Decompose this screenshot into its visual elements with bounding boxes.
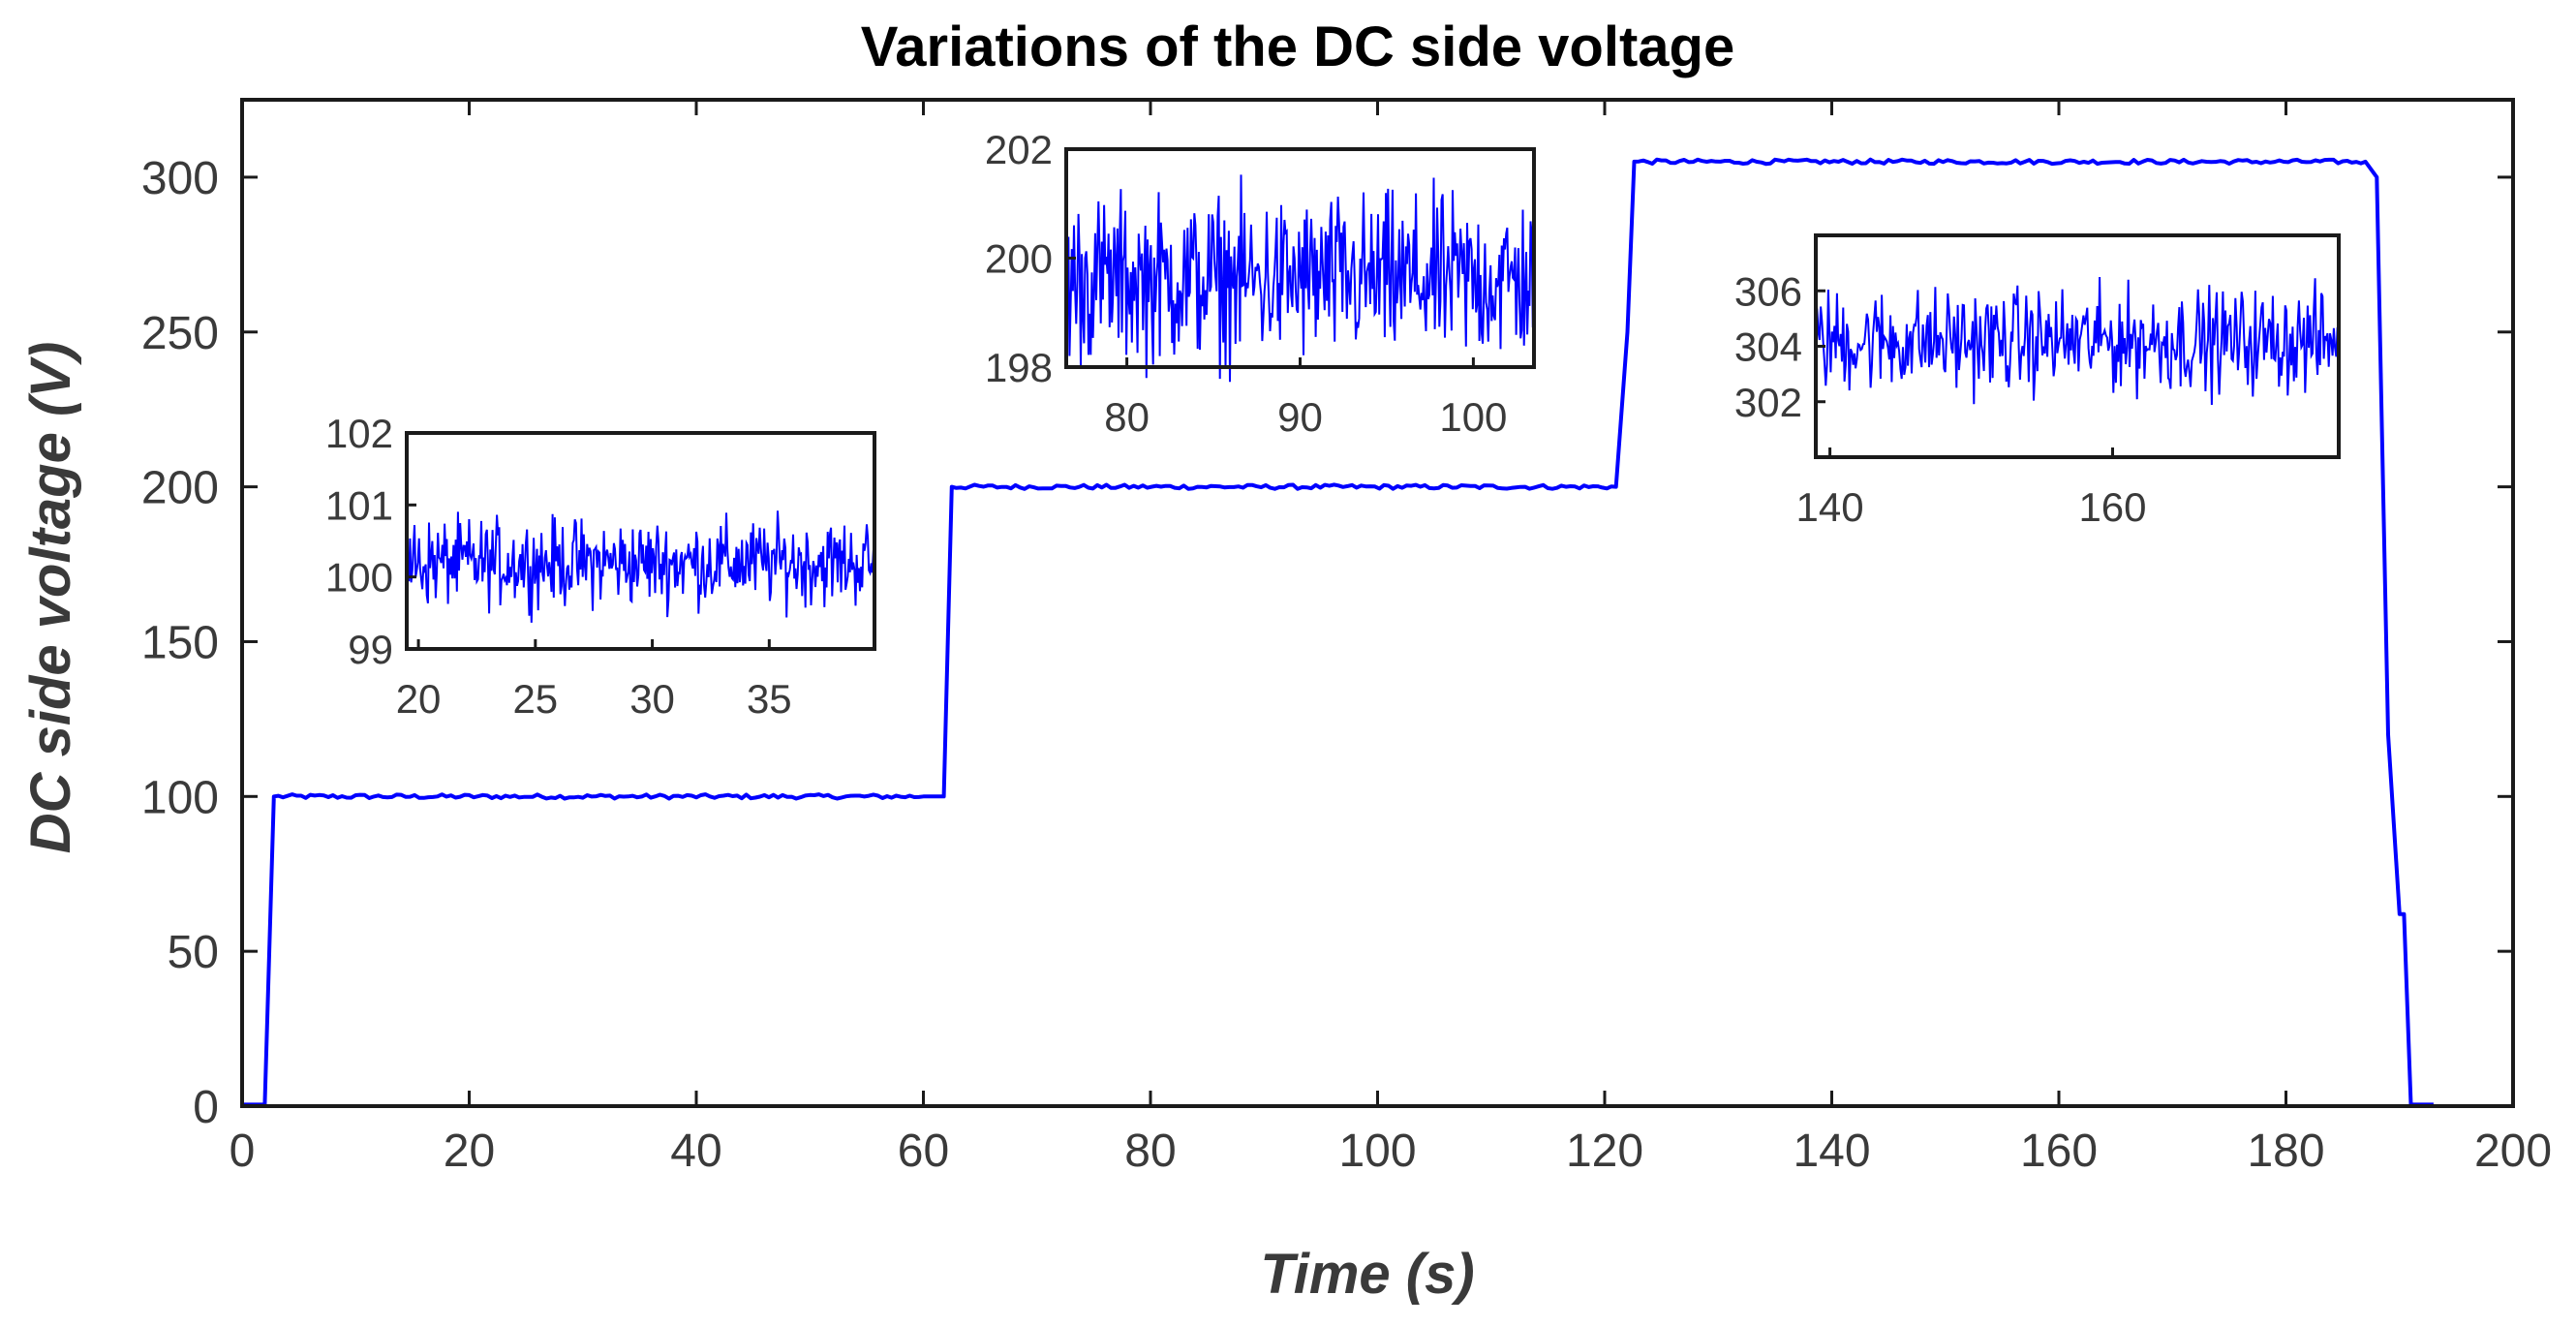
x-tick-label: 80 xyxy=(1124,1126,1176,1177)
inset-200V: 80 90 100 198 200 202 xyxy=(985,127,1536,440)
inset-frame xyxy=(405,431,876,651)
x-tick-label: 160 xyxy=(2020,1126,2098,1177)
inset-y-tick-label: 102 xyxy=(325,411,393,456)
inset-frame xyxy=(1814,233,2341,459)
y-tick-label: 250 xyxy=(141,308,219,359)
y-tick-label: 0 xyxy=(193,1082,219,1133)
inset-x-tick-label: 20 xyxy=(396,676,442,722)
inset-x-tick-label: 100 xyxy=(1439,394,1507,440)
plot-frame xyxy=(240,98,2515,1108)
inset-x-tick-label: 140 xyxy=(1796,484,1864,530)
x-axis-label: Time (s) xyxy=(1260,1243,1474,1306)
inset-x-tick-label: 25 xyxy=(512,676,558,722)
inset-x-tick-label: 35 xyxy=(747,676,792,722)
inset-y-tick-label: 202 xyxy=(985,127,1053,172)
y-tick-label: 150 xyxy=(141,617,219,668)
y-tick-label: 300 xyxy=(141,153,219,204)
inset-x-tick-label: 160 xyxy=(2078,484,2146,530)
inset-x-tick-label: 80 xyxy=(1104,394,1150,440)
inset-100V: 20 25 30 35 99 100 101 102 xyxy=(325,411,876,722)
inset-y-tick-label: 101 xyxy=(325,482,393,528)
x-tick-label: 0 xyxy=(230,1126,256,1177)
x-tick-label: 180 xyxy=(2247,1126,2324,1177)
y-tick-label: 100 xyxy=(141,772,219,823)
inset-300V: 140 160 302 304 306 xyxy=(1734,233,2341,530)
inset-x-tick-label: 90 xyxy=(1277,394,1323,440)
y-tick-label: 200 xyxy=(141,463,219,514)
inset-y-tick-label: 99 xyxy=(348,627,393,672)
dc-voltage-line xyxy=(242,157,2434,1107)
inset-frame xyxy=(1064,147,1536,369)
x-tick-label: 200 xyxy=(2474,1126,2552,1177)
x-tick-label: 40 xyxy=(670,1126,721,1177)
inset-voltage-line xyxy=(1815,276,2340,406)
chart-title: Variations of the DC side voltage xyxy=(861,15,1734,78)
inset-y-tick-label: 302 xyxy=(1734,380,1802,425)
inset-y-tick-label: 100 xyxy=(325,555,393,601)
inset-y-tick-label: 198 xyxy=(985,345,1053,390)
inset-voltage-line xyxy=(1065,174,1535,383)
x-tick-label: 60 xyxy=(898,1126,949,1177)
y-axis-label: DC side voltage (V) xyxy=(19,342,82,854)
x-tick-label: 100 xyxy=(1338,1126,1416,1177)
y-tick-label: 50 xyxy=(168,927,219,978)
x-tick-label: 20 xyxy=(444,1126,495,1177)
inset-group: 20 25 30 35 99 100 101 102 80 90 100 198 200 202 140 16… xyxy=(325,127,2341,722)
inset-y-tick-label: 306 xyxy=(1734,268,1802,314)
inset-x-tick-label: 30 xyxy=(629,676,675,722)
inset-y-tick-label: 200 xyxy=(985,236,1053,282)
x-tick-label: 140 xyxy=(1793,1126,1870,1177)
main-axes: 0 20 40 60 80 100 120 140 160 180 2000501001502002… xyxy=(141,98,2552,1177)
inset-y-tick-label: 304 xyxy=(1734,324,1802,370)
x-tick-label: 120 xyxy=(1566,1126,1643,1177)
inset-voltage-line xyxy=(406,510,875,623)
